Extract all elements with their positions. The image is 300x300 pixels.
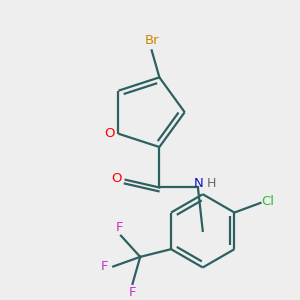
Text: Br: Br <box>144 34 159 47</box>
Text: O: O <box>112 172 122 185</box>
Text: F: F <box>101 260 108 273</box>
Text: O: O <box>104 127 115 140</box>
Text: F: F <box>129 286 136 299</box>
Text: Cl: Cl <box>262 195 275 208</box>
Text: H: H <box>207 177 216 190</box>
Text: F: F <box>116 220 124 233</box>
Text: N: N <box>194 177 204 190</box>
